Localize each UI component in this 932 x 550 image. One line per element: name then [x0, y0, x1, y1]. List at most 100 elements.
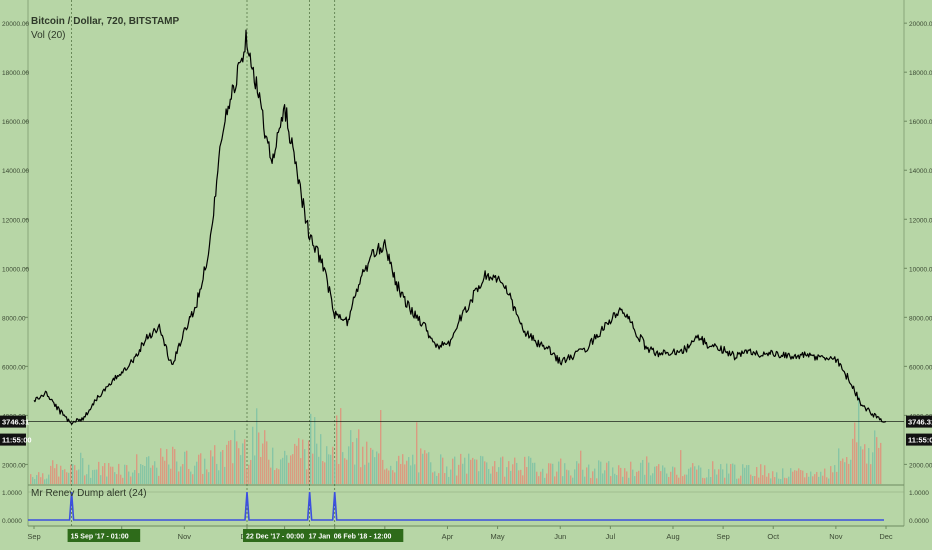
volume-bar	[540, 471, 542, 484]
volume-bar	[420, 448, 422, 484]
volume-bar	[424, 450, 426, 484]
volume-bar	[400, 463, 402, 484]
volume-bar	[658, 464, 660, 484]
volume-bar	[614, 473, 616, 484]
volume-bar	[520, 469, 522, 484]
volume-bar	[304, 449, 306, 484]
volume-bar	[442, 457, 444, 484]
volume-bar	[494, 461, 496, 484]
volume-bar	[594, 468, 596, 484]
volume-bar	[258, 432, 260, 484]
y-tick-label-right: 18000.00	[909, 70, 932, 77]
volume-bar	[56, 464, 58, 484]
volume-bar	[514, 457, 516, 484]
volume-bar	[268, 459, 270, 484]
y-tick-label-left: 18000.00	[2, 70, 29, 77]
volume-bar	[542, 468, 544, 484]
volume-bar	[870, 464, 872, 484]
x-tick-label: Nov	[178, 532, 192, 541]
volume-bar	[548, 463, 550, 484]
volume-bar	[840, 460, 842, 484]
volume-bar	[746, 465, 748, 484]
volume-bar	[280, 459, 282, 484]
volume-bar	[552, 463, 554, 484]
volume-bar	[214, 445, 216, 484]
volume-bar	[414, 464, 416, 484]
volume-bar	[720, 464, 722, 484]
volume-bar	[96, 469, 98, 484]
volume-bar	[74, 465, 76, 484]
volume-bar	[222, 450, 224, 484]
volume-bar	[796, 470, 798, 484]
volume-bar	[170, 468, 172, 484]
volume-bar	[138, 473, 140, 484]
volume-bar	[784, 477, 786, 484]
volume-bar	[600, 461, 602, 484]
volume-bar	[730, 464, 732, 484]
volume-bar	[160, 448, 162, 484]
volume-bar	[816, 471, 818, 484]
volume-bar	[124, 464, 126, 484]
y-tick-label-right: 14000.00	[909, 168, 932, 175]
volume-bar	[536, 471, 538, 484]
volume-bar	[690, 467, 692, 484]
volume-bar	[572, 477, 574, 484]
volume-bar	[314, 417, 316, 484]
volume-bar	[830, 466, 832, 484]
volume-bar	[462, 463, 464, 484]
volume-bar	[878, 447, 880, 484]
volume-bar	[864, 444, 866, 484]
volume-bar	[266, 441, 268, 484]
volume-bar	[834, 465, 836, 484]
volume-bar	[752, 476, 754, 484]
volume-bar	[256, 408, 258, 484]
volume-bar	[738, 478, 740, 484]
volume-bar	[804, 477, 806, 484]
volume-bar	[70, 464, 72, 484]
volume-bar	[786, 478, 788, 484]
volume-bar	[330, 454, 332, 484]
volume-bar	[302, 439, 304, 484]
volume-bar	[132, 472, 134, 484]
volume-bar	[316, 443, 318, 484]
volume-bar	[62, 469, 64, 484]
volume-bar	[766, 476, 768, 484]
volume-bar	[130, 476, 132, 484]
volume-bar	[356, 438, 358, 484]
volume-bar	[244, 439, 246, 484]
x-tick-label: Aug	[666, 532, 679, 541]
volume-bar	[78, 469, 80, 484]
volume-bar	[516, 462, 518, 484]
volume-bar	[626, 471, 628, 484]
volume-bar	[592, 471, 594, 484]
indicator-title: Mr Renev Dump alert (24)	[31, 488, 147, 499]
volume-bar	[286, 455, 288, 484]
volume-bar	[474, 459, 476, 484]
volume-bar	[872, 452, 874, 484]
y-tick-label-right: 20000.00	[909, 21, 932, 28]
y-tick-label-left: 16000.00	[2, 119, 29, 126]
volume-bar	[596, 478, 598, 484]
volume-bar	[558, 461, 560, 484]
volume-bar	[496, 471, 498, 484]
volume-bar	[168, 464, 170, 484]
volume-bar	[86, 474, 88, 484]
volume-bar	[378, 453, 380, 484]
volume-bar	[820, 471, 822, 484]
volume-bar	[104, 463, 106, 484]
volume-bar	[352, 442, 354, 484]
volume-bar	[100, 475, 102, 484]
volume-bar	[628, 477, 630, 484]
volume-bar	[460, 453, 462, 484]
volume-bar	[860, 446, 862, 484]
volume-bar	[554, 476, 556, 484]
volume-bar	[492, 466, 494, 484]
volume-bar	[112, 466, 114, 484]
volume-bar	[780, 479, 782, 484]
volume-bar	[750, 474, 752, 484]
volume-bar	[702, 477, 704, 484]
volume-bar	[58, 476, 60, 484]
volume-bar	[102, 466, 104, 484]
volume-bar	[360, 467, 362, 484]
